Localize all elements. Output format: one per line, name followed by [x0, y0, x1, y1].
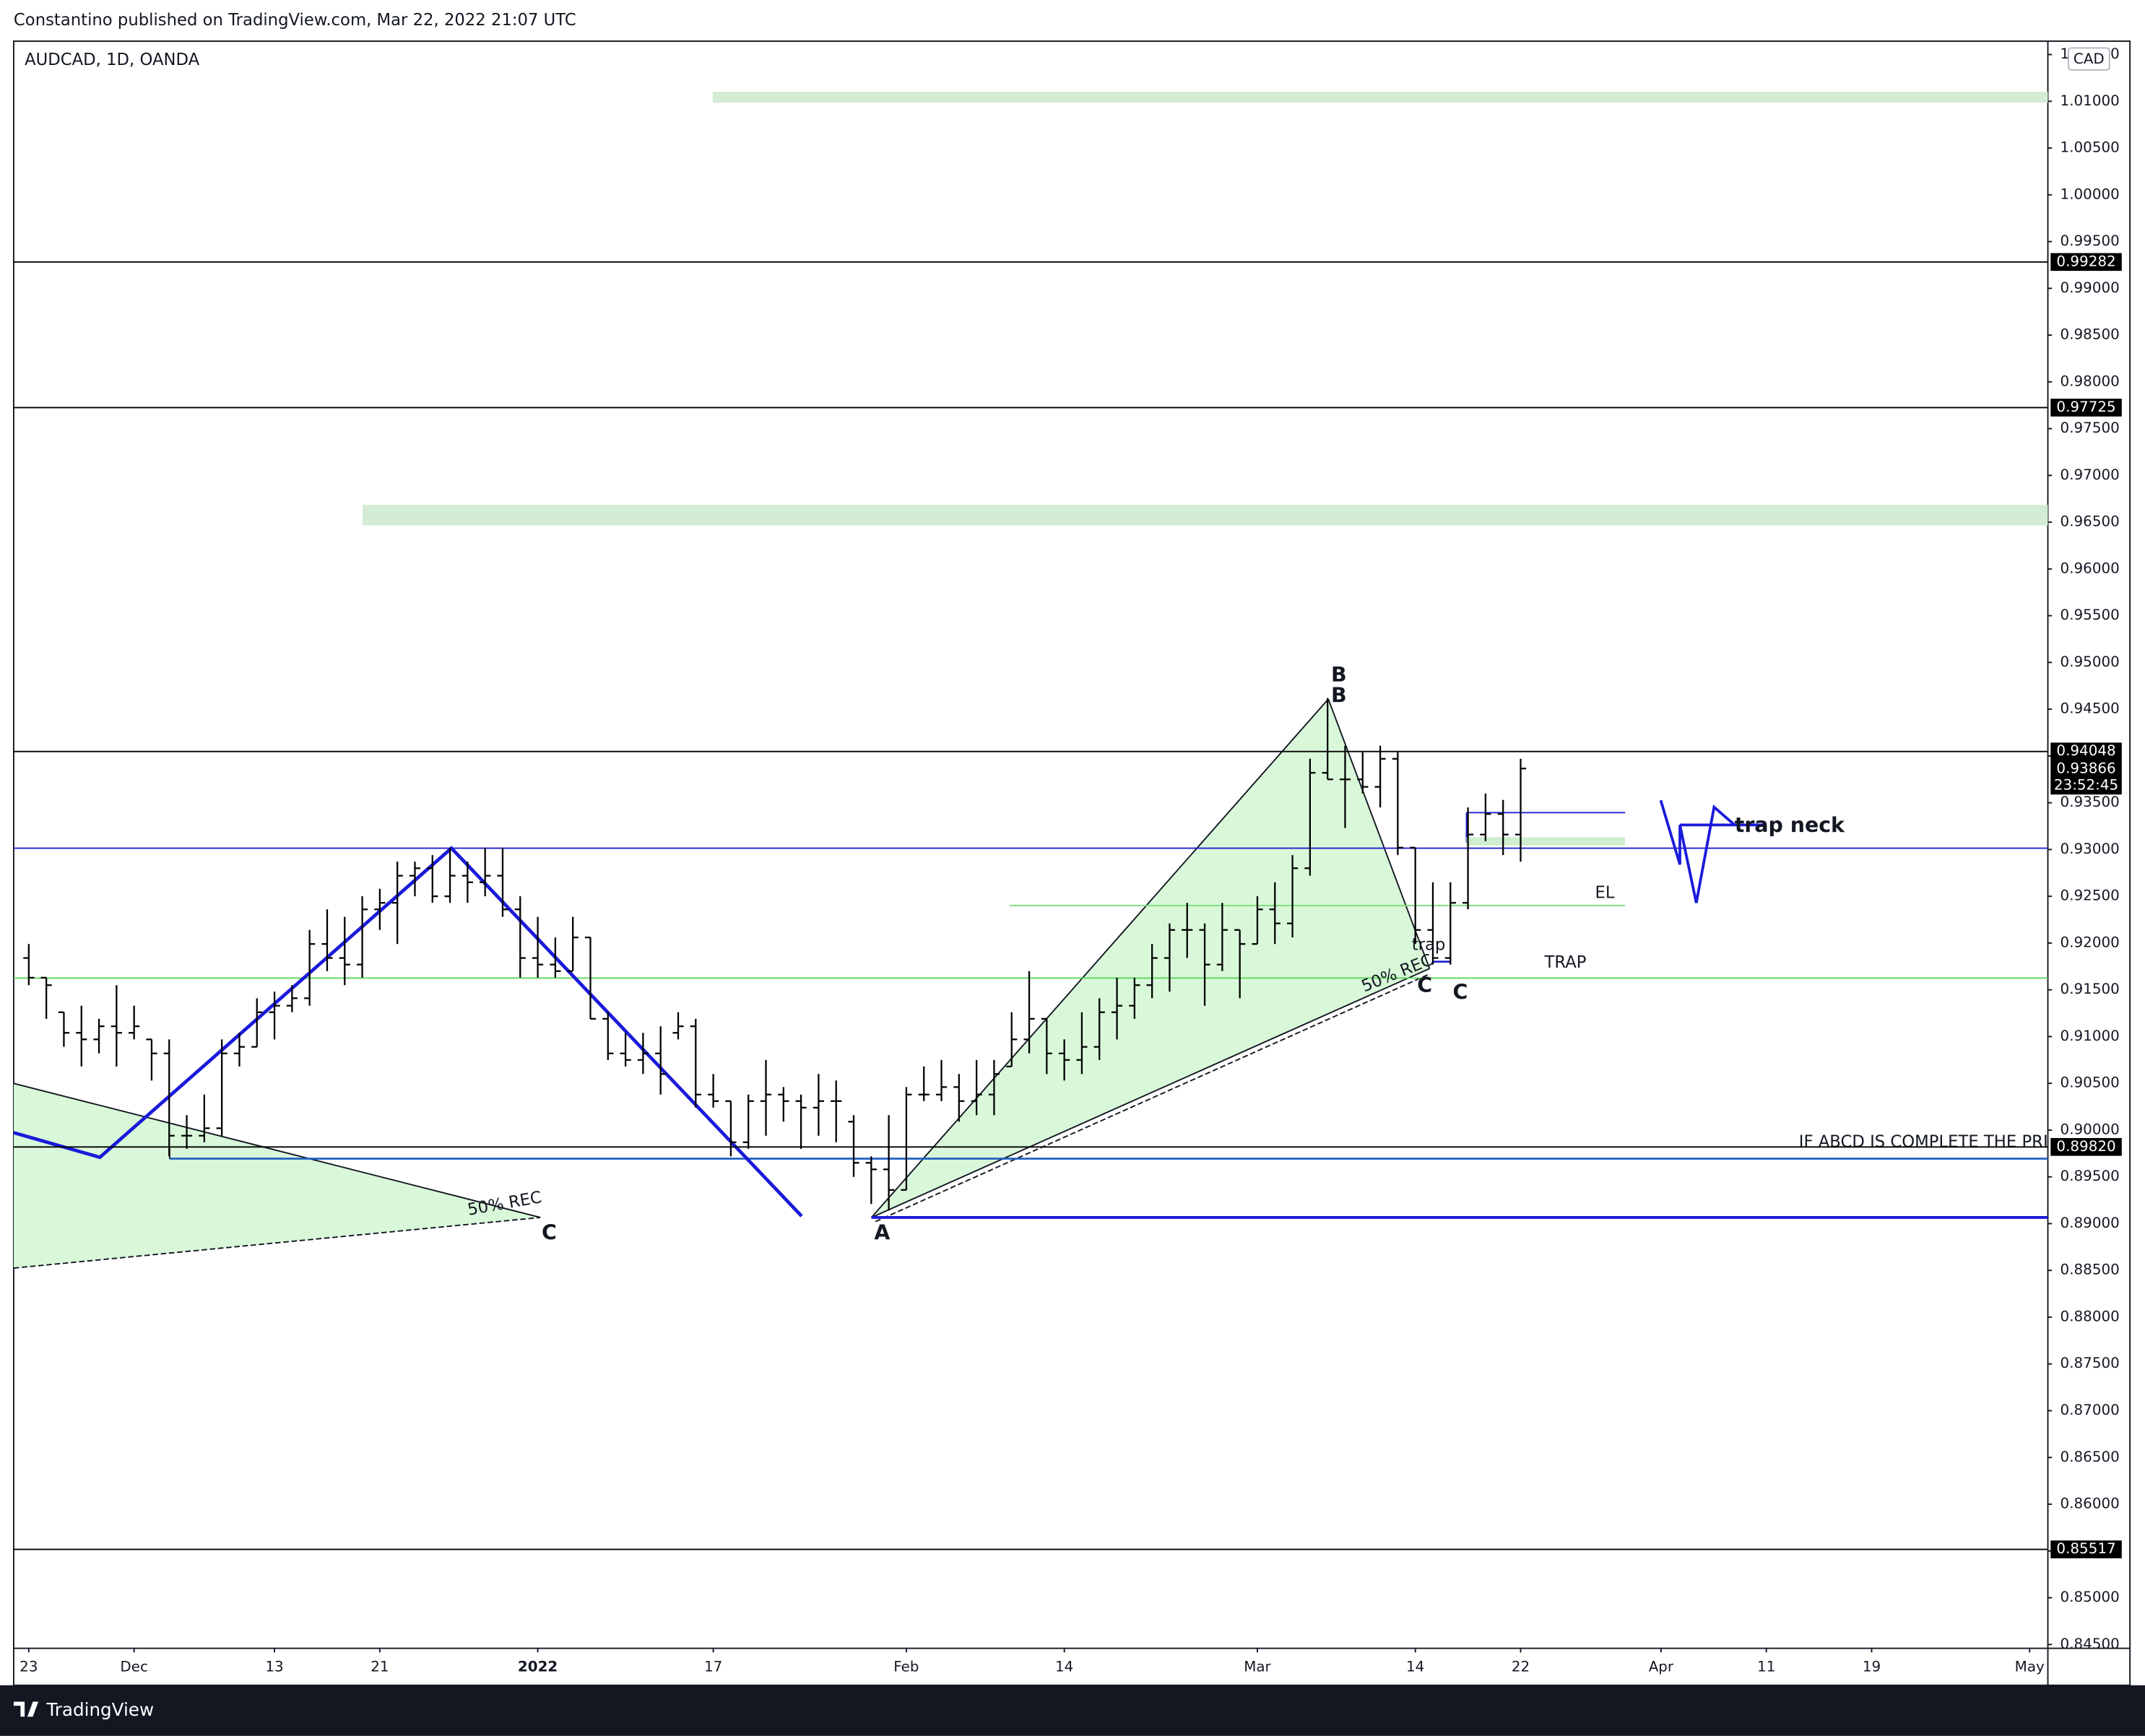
annotation: IF ABCD IS COMPLETE THE PRICE: [1799, 1132, 2070, 1151]
x-tick-label: 11: [1757, 1659, 1775, 1675]
y-tick-label: 0.92000: [2060, 934, 2120, 950]
y-tick-label: 0.84500: [2060, 1636, 2120, 1652]
zone: [1466, 837, 1626, 846]
trendline: [13, 1217, 541, 1269]
publisher: Constantino published on TradingView.com…: [14, 11, 576, 30]
annotation: trap: [1412, 936, 1446, 955]
x-tick-label: Dec: [120, 1659, 147, 1675]
x-tick-label: Mar: [1244, 1659, 1271, 1675]
price-label-box: [2050, 742, 2122, 760]
y-tick-label: 0.86000: [2060, 1496, 2120, 1512]
x-tick-label: 13: [265, 1659, 283, 1675]
annotation: B: [1331, 663, 1347, 687]
y-tick-label: 0.88500: [2060, 1262, 2120, 1278]
trendline: [875, 973, 1430, 1223]
y-tick-label: 0.97500: [2060, 420, 2120, 436]
price-label: 0.89820: [2056, 1138, 2115, 1155]
x-tick-label: 23: [20, 1659, 38, 1675]
x-tick-label: 17: [704, 1659, 722, 1675]
triangle: [871, 699, 1430, 1218]
y-tick-label: 1.01000: [2060, 92, 2120, 109]
y-tick-label: 0.94500: [2060, 700, 2120, 717]
price-bars: [13, 261, 2048, 1550]
trendline: [1327, 698, 1431, 969]
annotation: TRAP: [1543, 953, 1586, 972]
price-label-box: [2050, 1540, 2122, 1558]
y-tick-label: 0.98500: [2060, 326, 2120, 343]
last-price-label: 0.93866: [2056, 760, 2115, 777]
y-tick-label: 0.88000: [2060, 1308, 2120, 1324]
x-tick-label: 22: [1512, 1659, 1530, 1675]
y-tick-label: 0.85000: [2060, 1589, 2120, 1605]
drawings: 50% REC C A B B trap 50% REC C C EL TRAP…: [13, 92, 2070, 1269]
y-tick-label: 0.93000: [2060, 841, 2120, 857]
price-label: 0.99282: [2056, 253, 2115, 269]
y-tick-label: 1.00500: [2060, 139, 2120, 156]
price-label: 0.94048: [2056, 742, 2115, 759]
y-tick-label: 0.90000: [2060, 1121, 2120, 1137]
y-tick-label: 0.99000: [2060, 279, 2120, 296]
x-tick-label: 21: [370, 1659, 389, 1675]
price-label-box: [2050, 1137, 2122, 1156]
y-tick-label: 0.95000: [2060, 654, 2120, 670]
y-tick-label: 0.86500: [2060, 1449, 2120, 1465]
countdown: 23:52:45: [2054, 776, 2118, 793]
last-price-box: [2050, 760, 2122, 795]
projection: [1659, 799, 1736, 903]
logo: [13, 1701, 39, 1717]
y-tick-label: 0.92500: [2060, 887, 2120, 904]
zone: [712, 92, 2048, 103]
currency: CAD: [2074, 51, 2105, 67]
y-tick-label: 0.89000: [2060, 1215, 2120, 1231]
x-tick-label: 19: [1863, 1659, 1881, 1675]
trendline: [870, 698, 1329, 1218]
annotation: C: [1453, 980, 1468, 1004]
y-tick-label: 0.87000: [2060, 1402, 2120, 1418]
trendline: [13, 1082, 541, 1218]
zone: [362, 505, 2048, 526]
zigzag: [13, 846, 803, 1218]
x-tick-label: Apr: [1649, 1659, 1674, 1675]
y-tick-label: 0.87500: [2060, 1355, 2120, 1371]
price-label-box: [2050, 253, 2122, 272]
annotation: EL: [1595, 884, 1615, 903]
y-tick-label: 0.96000: [2060, 560, 2120, 576]
x-tick-label: 14: [1406, 1659, 1424, 1675]
x-tick-label: 14: [1055, 1659, 1073, 1675]
price-label-box: [2050, 399, 2122, 417]
y-tick-label: 0.90500: [2060, 1075, 2120, 1091]
footer: [0, 1685, 2145, 1736]
symbol: AUDCAD, 1D, OANDA: [25, 51, 200, 69]
y-tick-label: 0.98000: [2060, 373, 2120, 389]
triangle: [13, 1083, 541, 1269]
annotation: C: [1417, 973, 1432, 997]
annotation: A: [874, 1221, 890, 1245]
y-tick-label: 0.91500: [2060, 981, 2120, 997]
y-tick-label: 0.95500: [2060, 607, 2120, 623]
annotation: B: [1331, 683, 1347, 707]
x-tick-label: Feb: [893, 1659, 919, 1675]
y-tick-label: 1.00000: [2060, 186, 2120, 202]
price-label: 0.85517: [2056, 1540, 2115, 1557]
x-tick-label: 2022: [518, 1659, 558, 1675]
currency-box: [2067, 47, 2110, 71]
annotation: trap neck: [1735, 813, 1845, 837]
frame: [12, 40, 2131, 1686]
y-tick-label: 0.99500: [2060, 233, 2120, 249]
x-tick-label: May: [2015, 1659, 2045, 1675]
trendline: [871, 968, 1430, 1218]
y-tick-label: 0.97000: [2060, 466, 2120, 483]
y-tick-label: 0.91000: [2060, 1028, 2120, 1044]
annotation: C: [542, 1221, 557, 1245]
price-label: 0.97725: [2056, 399, 2115, 415]
y-tick-label: 0.96500: [2060, 513, 2120, 530]
brand: TradingView: [46, 1699, 154, 1720]
y-tick-label: 0.93500: [2060, 794, 2120, 810]
y-tick-label: 0.89500: [2060, 1168, 2120, 1184]
